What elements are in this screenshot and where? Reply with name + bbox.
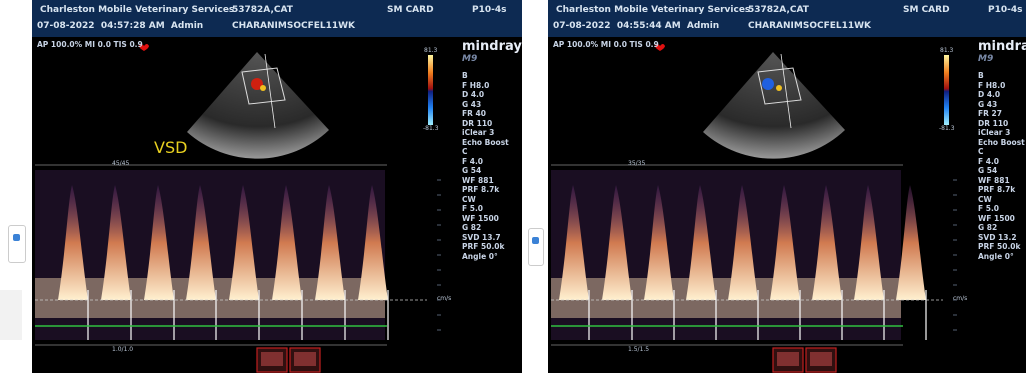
parameter: Angle 0° [978, 253, 1014, 262]
flow-color [776, 85, 782, 91]
parameter: WF 1500 [978, 215, 1015, 224]
parameter: WF 881 [978, 177, 1010, 186]
parameter: F 5.0 [978, 205, 999, 214]
colorbar-max: 81.3 [940, 47, 953, 54]
sector-image [187, 52, 329, 159]
parameter: D 4.0 [978, 91, 1000, 100]
preset: SM CARD [387, 5, 434, 15]
status: AP 100.0% MI 0.0 TIS 0.9 [37, 41, 143, 50]
parameter: WF 881 [462, 177, 494, 186]
parameter: PRF 8.7k [462, 186, 499, 195]
parameter: D 4.0 [462, 91, 484, 100]
parameter: C [978, 148, 984, 157]
parameter: PRF 8.7k [978, 186, 1015, 195]
clinic: Charleston Mobile Veterinary Services [556, 5, 750, 15]
parameter: F H8.0 [462, 82, 489, 91]
unit-label: cm/s [953, 295, 967, 302]
side-tab[interactable] [8, 225, 26, 263]
parameter: iClear 3 [978, 129, 1010, 138]
colorbar-max: 81.3 [424, 47, 437, 54]
flow-color [762, 78, 774, 90]
status: AP 100.0% MI 0.0 TIS 0.9 [553, 41, 659, 50]
datetime: 07-08-2022 04:55:44 AM Admin [553, 21, 719, 31]
colorbar-min: -81.3 [423, 125, 439, 132]
patient: 53782A,CAT [232, 5, 293, 15]
parameter: PRF 50.0k [978, 243, 1021, 252]
parameter: CW [462, 196, 476, 205]
parameter: F 5.0 [462, 205, 483, 214]
parameter: PRF 50.0k [462, 243, 505, 252]
scale-label: 45/45 [112, 160, 129, 167]
sector-image [703, 52, 845, 159]
side-tab[interactable] [528, 228, 544, 266]
parameter: Angle 0° [462, 253, 498, 262]
thumbnail-content [777, 352, 799, 366]
parameter: B [978, 72, 984, 81]
parameter: iClear 3 [462, 129, 494, 138]
parameter: Echo Boost [462, 139, 509, 148]
patient: 53782A,CAT [748, 5, 809, 15]
tab-icon [13, 234, 20, 241]
thumbnail-content [810, 352, 832, 366]
annotation: VSD [154, 139, 187, 157]
parameter: G 82 [462, 224, 481, 233]
model: M9 [462, 55, 477, 64]
parameter: Echo Boost [978, 139, 1025, 148]
parameter: G 43 [462, 101, 481, 110]
parameter: CW [978, 196, 992, 205]
scale-label: 35/35 [628, 160, 645, 167]
parameter: F H8.0 [978, 82, 1005, 91]
probe: P10-4s [472, 5, 506, 15]
parameter: G 54 [978, 167, 997, 176]
graphics [548, 0, 1026, 373]
probe: P10-4s [988, 5, 1022, 15]
colorbar [944, 55, 949, 125]
side-panel [0, 290, 22, 340]
parameter: DR 110 [978, 120, 1008, 129]
graphics [32, 0, 522, 373]
brand: mindray [978, 40, 1026, 54]
tab-icon [532, 237, 539, 244]
parameter: FR 27 [978, 110, 1002, 119]
preset: SM CARD [903, 5, 950, 15]
colorbar-min: -81.3 [939, 125, 955, 132]
scale-label: 1.5/1.5 [628, 346, 649, 353]
parameter: C [462, 148, 468, 157]
parameter: G 43 [978, 101, 997, 110]
patient-id: CHARANIMSOCFEL11WK [232, 21, 355, 31]
parameter: FR 40 [462, 110, 486, 119]
screen: Charleston Mobile Veterinary Services537… [0, 0, 1026, 373]
colorbar [428, 55, 433, 125]
parameter: DR 110 [462, 120, 492, 129]
parameter: F 4.0 [978, 158, 999, 167]
parameter: G 54 [462, 167, 481, 176]
thumbnail-content [294, 352, 316, 366]
parameter: F 4.0 [462, 158, 483, 167]
thumbnail-content [261, 352, 283, 366]
scale-label: 1.0/1.0 [112, 346, 133, 353]
model: M9 [978, 55, 993, 64]
patient-id: CHARANIMSOCFEL11WK [748, 21, 871, 31]
brand: mindray [462, 40, 522, 54]
flow-color [260, 85, 266, 91]
unit-label: cm/s [437, 295, 451, 302]
parameter: G 82 [978, 224, 997, 233]
clinic: Charleston Mobile Veterinary Services [40, 5, 234, 15]
parameter: B [462, 72, 468, 81]
parameter: WF 1500 [462, 215, 499, 224]
parameter: SVD 13.7 [462, 234, 501, 243]
parameter: SVD 13.2 [978, 234, 1017, 243]
datetime: 07-08-2022 04:57:28 AM Admin [37, 21, 203, 31]
